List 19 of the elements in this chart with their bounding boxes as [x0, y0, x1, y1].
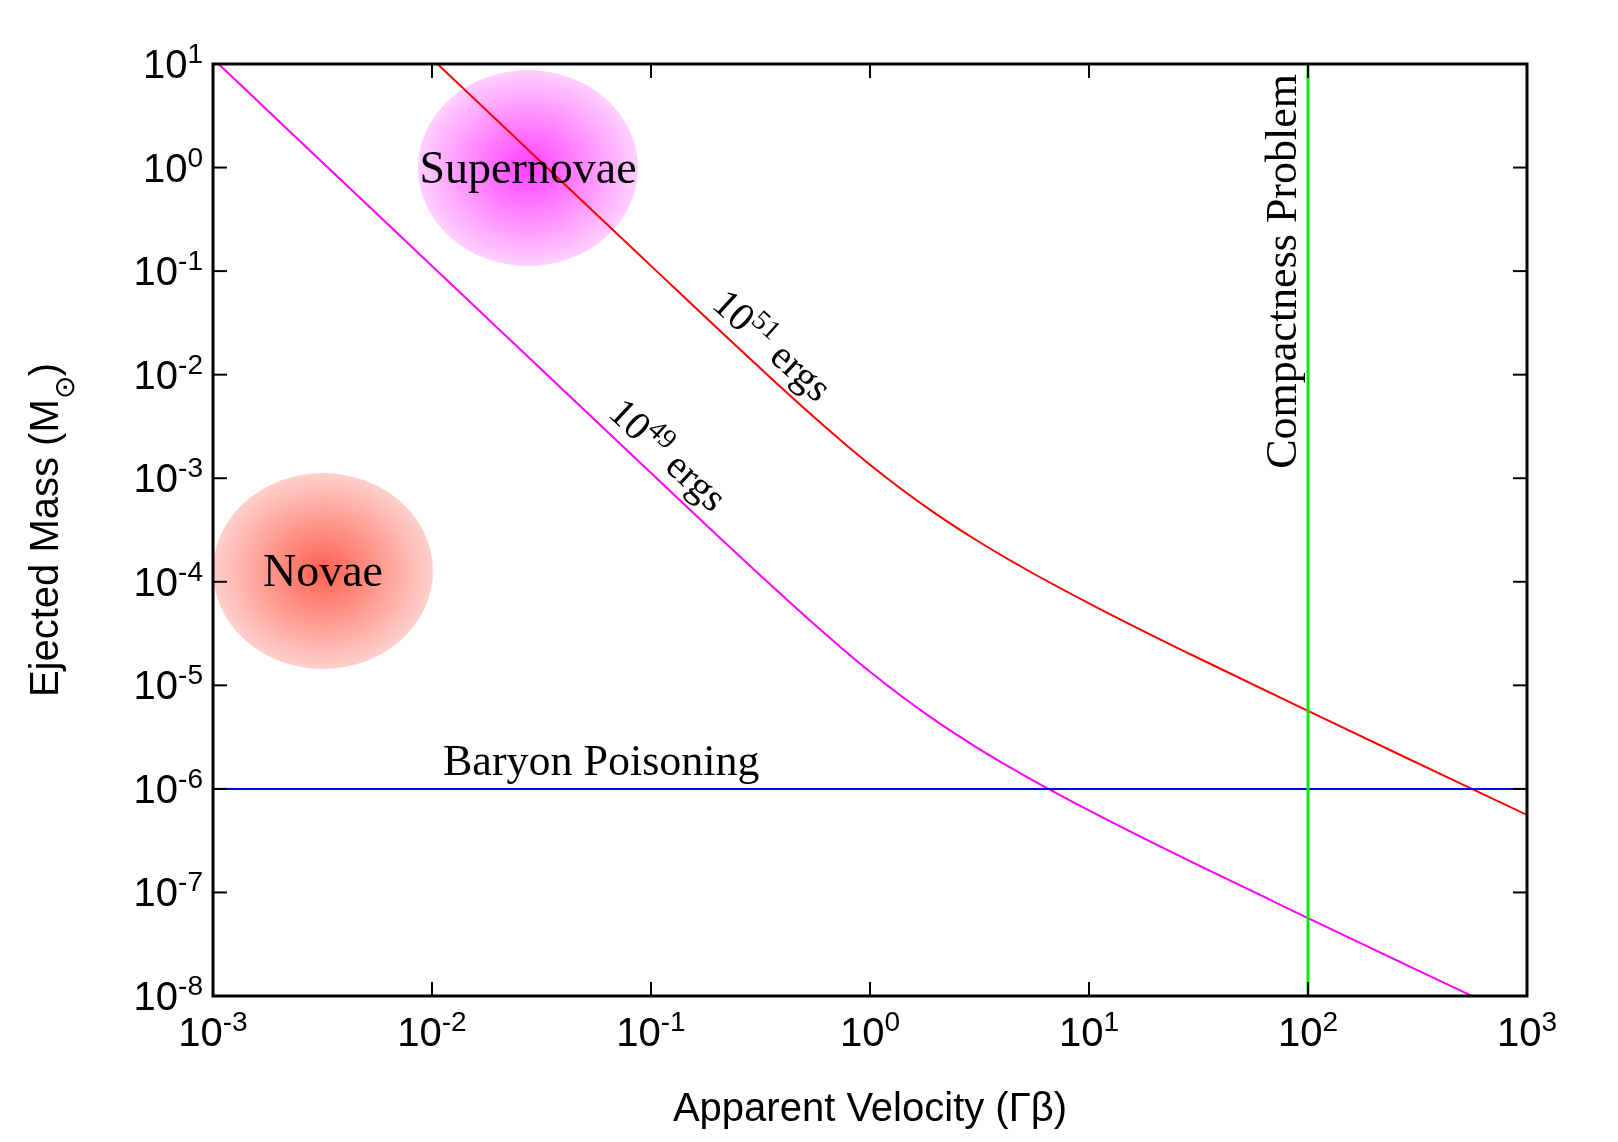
y-tick-label: 10$^{-7}$	[133, 865, 203, 915]
x-tick-label: 10$^{1}$	[1058, 1005, 1120, 1054]
y-tick-label: 10$^{-2}$	[133, 348, 203, 397]
y-tick-label: 10$^{0}$	[142, 141, 203, 190]
y-tick-label: 10$^{-3}$	[133, 451, 203, 501]
ref-line-label: Baryon Poisoning	[443, 735, 760, 785]
y-tick-label: 10$^{-5}$	[133, 658, 203, 708]
y-tick-label: 10$^{-6}$	[133, 762, 203, 811]
ref-line-label: Compactness Problem	[1257, 74, 1306, 469]
x-tick-label: 10$^{0}$	[839, 1005, 901, 1054]
y-tick-label: 10$^{1}$	[142, 37, 203, 86]
x-axis-title: Apparent Velocity (Γβ)	[672, 1085, 1068, 1129]
x-tick-label: 10$^{-1}$	[616, 1005, 686, 1054]
x-tick-label: 10$^{3}$	[1496, 1005, 1558, 1054]
y-tick-label: 10$^{-1}$	[133, 244, 203, 294]
annotation: Novae	[262, 545, 384, 596]
x-tick-label: 10$^{2}$	[1277, 1005, 1339, 1054]
y-tick-label: 10$^{-4}$	[133, 555, 203, 604]
x-tick-label: 10$^{-2}$	[397, 1005, 467, 1054]
